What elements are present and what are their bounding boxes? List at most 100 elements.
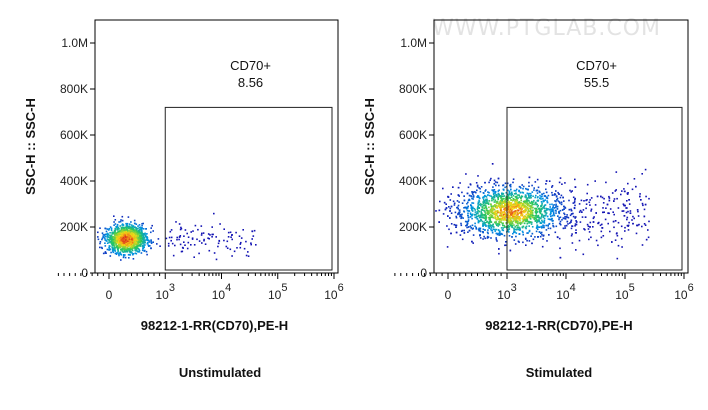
data-point	[570, 209, 573, 212]
data-point	[225, 245, 228, 248]
data-point	[487, 224, 489, 227]
data-point	[513, 228, 515, 231]
data-point	[170, 229, 173, 231]
data-point	[530, 235, 532, 237]
data-point	[506, 214, 509, 216]
data-point	[488, 191, 490, 194]
data-point	[544, 211, 547, 214]
data-point	[470, 227, 472, 229]
data-point	[500, 201, 502, 203]
data-point	[525, 219, 527, 221]
data-point	[515, 201, 517, 203]
data-point	[514, 228, 517, 231]
data-point	[135, 234, 138, 237]
data-point	[495, 237, 497, 239]
data-point	[531, 201, 534, 204]
data-point	[496, 224, 498, 227]
data-point	[510, 188, 512, 191]
data-point	[614, 239, 617, 241]
data-point	[478, 187, 480, 189]
data-point	[513, 193, 516, 195]
data-point	[476, 185, 479, 188]
data-point	[170, 239, 172, 242]
data-point	[501, 201, 504, 204]
data-point	[528, 200, 530, 202]
data-point	[633, 178, 636, 180]
data-point	[118, 253, 120, 255]
data-point	[111, 233, 114, 235]
data-point	[118, 221, 120, 223]
data-point	[523, 222, 526, 225]
data-point	[494, 230, 496, 232]
data-point	[528, 196, 530, 198]
data-point	[466, 202, 468, 205]
x-tick-label: 106	[324, 282, 343, 302]
data-point	[585, 207, 587, 210]
data-point	[557, 200, 560, 202]
data-point	[176, 238, 178, 241]
y-tick-label: 400K	[399, 174, 427, 188]
data-point	[464, 206, 466, 209]
data-point	[114, 247, 117, 249]
data-point	[145, 228, 147, 230]
data-point	[116, 231, 119, 233]
x-axis-label: 98212-1-RR(CD70),PE-H	[141, 318, 288, 333]
data-point	[559, 247, 561, 250]
data-point	[569, 222, 571, 224]
data-point	[485, 216, 487, 218]
data-point	[490, 177, 492, 180]
data-point	[501, 222, 504, 225]
data-point	[558, 218, 560, 221]
data-point	[141, 227, 143, 229]
data-point	[117, 252, 119, 254]
data-point	[540, 209, 542, 211]
data-point	[563, 213, 566, 216]
data-point	[546, 197, 549, 200]
data-point	[497, 232, 499, 235]
data-point	[528, 230, 531, 233]
data-point	[537, 204, 539, 207]
data-point	[489, 179, 491, 182]
data-point	[491, 209, 493, 211]
data-point	[114, 241, 117, 244]
data-point	[481, 220, 484, 223]
data-point	[479, 204, 482, 207]
data-point	[127, 241, 129, 244]
data-point	[465, 173, 467, 175]
data-point	[556, 208, 559, 210]
data-point	[480, 209, 483, 211]
data-point	[112, 250, 114, 253]
data-point	[109, 232, 111, 234]
data-point	[114, 252, 117, 255]
data-point	[499, 230, 501, 233]
data-point	[474, 211, 477, 213]
data-point	[519, 219, 521, 222]
data-point	[191, 237, 194, 239]
data-point	[487, 216, 490, 219]
data-point	[572, 215, 575, 218]
data-point	[537, 216, 539, 219]
data-point	[520, 212, 522, 215]
data-point	[572, 196, 575, 199]
data-point	[515, 199, 517, 201]
data-point	[522, 241, 524, 244]
data-point	[640, 199, 642, 201]
data-point	[482, 216, 485, 219]
data-point	[231, 234, 233, 236]
data-point	[499, 234, 501, 236]
data-point	[511, 210, 513, 212]
data-point	[596, 195, 599, 198]
data-point	[503, 234, 506, 237]
data-point	[611, 192, 614, 194]
data-point	[621, 210, 624, 212]
data-point	[497, 198, 499, 201]
data-point	[507, 226, 510, 229]
data-point	[123, 254, 125, 256]
x-tick-base: 10	[615, 288, 629, 302]
data-point	[582, 209, 585, 211]
data-point	[500, 217, 502, 220]
data-point	[480, 218, 482, 221]
data-point	[541, 214, 543, 216]
data-point	[488, 218, 491, 221]
data-point	[112, 241, 115, 244]
